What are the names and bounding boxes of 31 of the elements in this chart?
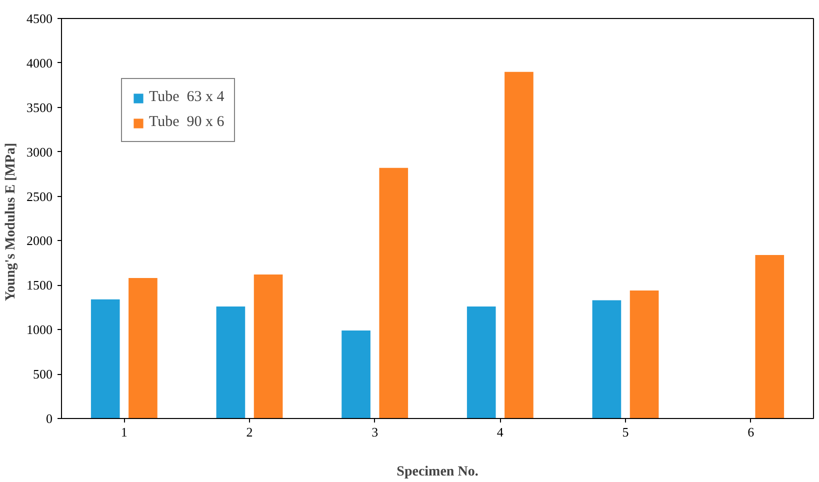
y-tick-label: 3500	[26, 100, 52, 115]
y-tick-label: 3000	[26, 144, 52, 160]
bar	[379, 168, 408, 418]
y-tick-label: 1000	[26, 322, 52, 338]
x-tick-label: 4	[496, 424, 504, 440]
y-tick-label: 2500	[26, 188, 52, 204]
bar	[254, 274, 283, 418]
x-tick-label: 1	[120, 424, 128, 440]
bar	[592, 300, 622, 418]
x-tick-label: 5	[622, 424, 629, 440]
bar	[216, 306, 246, 418]
y-axis-title: Young's Modulus E [MPa]	[4, 142, 18, 302]
y-tick-label: 0	[46, 411, 52, 426]
bar	[90, 299, 120, 418]
bar	[466, 306, 496, 418]
x-tick-label: 6	[748, 424, 755, 440]
y-tick-label: 1500	[26, 278, 52, 293]
bar	[342, 330, 370, 418]
y-tick-label: 2000	[26, 233, 52, 248]
legend-label: Tube 90 x 6	[149, 114, 224, 131]
legend-label: Tube 63 x 4	[149, 89, 224, 106]
bar	[630, 290, 659, 418]
bar	[504, 72, 534, 418]
bar	[128, 278, 158, 418]
x-tick-label: 3	[372, 424, 378, 440]
y-tick-label: 4500	[26, 11, 52, 26]
y-tick-label: 4000	[26, 55, 52, 70]
x-tick-label: 2	[246, 424, 253, 440]
bar	[755, 254, 784, 418]
y-tick-label: 500	[33, 366, 52, 382]
x-axis-title: Specimen No.	[396, 464, 478, 480]
